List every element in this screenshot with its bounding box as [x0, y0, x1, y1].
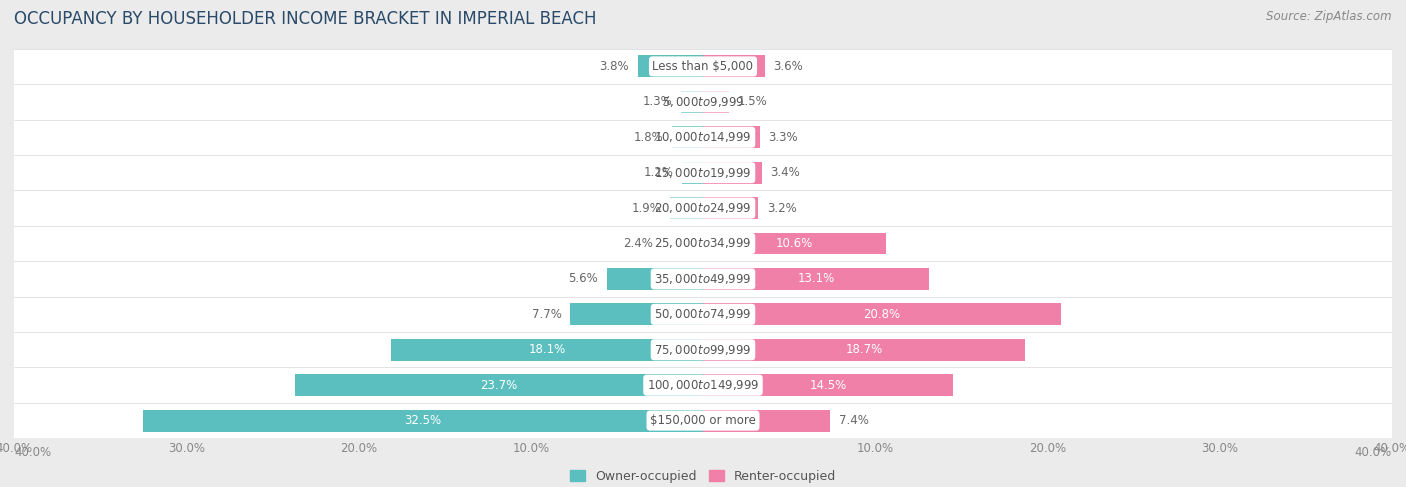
- Text: $100,000 to $149,999: $100,000 to $149,999: [647, 378, 759, 392]
- Bar: [703, 91, 728, 113]
- Bar: [703, 268, 928, 290]
- Text: 3.8%: 3.8%: [599, 60, 628, 73]
- Text: $75,000 to $99,999: $75,000 to $99,999: [654, 343, 752, 357]
- Text: 3.4%: 3.4%: [770, 166, 800, 179]
- Bar: [14, 403, 1392, 438]
- Bar: [682, 162, 703, 184]
- Text: 7.7%: 7.7%: [531, 308, 562, 321]
- Bar: [14, 119, 1392, 155]
- Bar: [14, 261, 1392, 297]
- Bar: [637, 56, 703, 77]
- Bar: [703, 410, 831, 431]
- Bar: [14, 297, 1392, 332]
- Text: 1.5%: 1.5%: [738, 95, 768, 108]
- Bar: [671, 197, 703, 219]
- Text: 20.8%: 20.8%: [863, 308, 901, 321]
- Bar: [14, 190, 1392, 226]
- Bar: [703, 232, 886, 255]
- Text: $50,000 to $74,999: $50,000 to $74,999: [654, 307, 752, 321]
- Text: 5.6%: 5.6%: [568, 272, 598, 285]
- Text: $5,000 to $9,999: $5,000 to $9,999: [662, 95, 744, 109]
- Bar: [571, 303, 703, 325]
- Text: 40.0%: 40.0%: [1355, 446, 1392, 459]
- Text: $25,000 to $34,999: $25,000 to $34,999: [654, 237, 752, 250]
- Bar: [14, 226, 1392, 261]
- Text: 18.1%: 18.1%: [529, 343, 565, 356]
- Text: 32.5%: 32.5%: [405, 414, 441, 427]
- Text: 3.3%: 3.3%: [769, 131, 799, 144]
- Bar: [606, 268, 703, 290]
- Text: 23.7%: 23.7%: [481, 379, 517, 392]
- Text: 1.3%: 1.3%: [643, 95, 672, 108]
- Text: Source: ZipAtlas.com: Source: ZipAtlas.com: [1267, 10, 1392, 23]
- Bar: [703, 126, 759, 148]
- Bar: [703, 303, 1062, 325]
- Bar: [672, 126, 703, 148]
- Bar: [703, 197, 758, 219]
- Bar: [14, 368, 1392, 403]
- Text: 2.4%: 2.4%: [623, 237, 652, 250]
- Text: 7.4%: 7.4%: [839, 414, 869, 427]
- Bar: [703, 162, 762, 184]
- Text: Less than $5,000: Less than $5,000: [652, 60, 754, 73]
- Bar: [391, 339, 703, 361]
- Text: $20,000 to $24,999: $20,000 to $24,999: [654, 201, 752, 215]
- Text: $10,000 to $14,999: $10,000 to $14,999: [654, 130, 752, 144]
- Text: 10.6%: 10.6%: [776, 237, 813, 250]
- Text: 14.5%: 14.5%: [810, 379, 846, 392]
- Text: $15,000 to $19,999: $15,000 to $19,999: [654, 166, 752, 180]
- Text: 1.8%: 1.8%: [634, 131, 664, 144]
- Text: 1.9%: 1.9%: [631, 202, 662, 215]
- Text: 1.2%: 1.2%: [644, 166, 673, 179]
- Bar: [703, 339, 1025, 361]
- Text: 13.1%: 13.1%: [797, 272, 834, 285]
- Text: 3.6%: 3.6%: [773, 60, 803, 73]
- Bar: [14, 84, 1392, 119]
- Text: 18.7%: 18.7%: [845, 343, 883, 356]
- Bar: [681, 91, 703, 113]
- Bar: [662, 232, 703, 255]
- Legend: Owner-occupied, Renter-occupied: Owner-occupied, Renter-occupied: [569, 469, 837, 483]
- Bar: [14, 49, 1392, 84]
- Bar: [143, 410, 703, 431]
- Text: $35,000 to $49,999: $35,000 to $49,999: [654, 272, 752, 286]
- Text: 3.2%: 3.2%: [766, 202, 796, 215]
- Text: 40.0%: 40.0%: [14, 446, 51, 459]
- Bar: [14, 155, 1392, 190]
- Bar: [14, 332, 1392, 368]
- Text: $150,000 or more: $150,000 or more: [650, 414, 756, 427]
- Bar: [703, 56, 765, 77]
- Text: OCCUPANCY BY HOUSEHOLDER INCOME BRACKET IN IMPERIAL BEACH: OCCUPANCY BY HOUSEHOLDER INCOME BRACKET …: [14, 10, 596, 28]
- Bar: [703, 374, 953, 396]
- Bar: [295, 374, 703, 396]
